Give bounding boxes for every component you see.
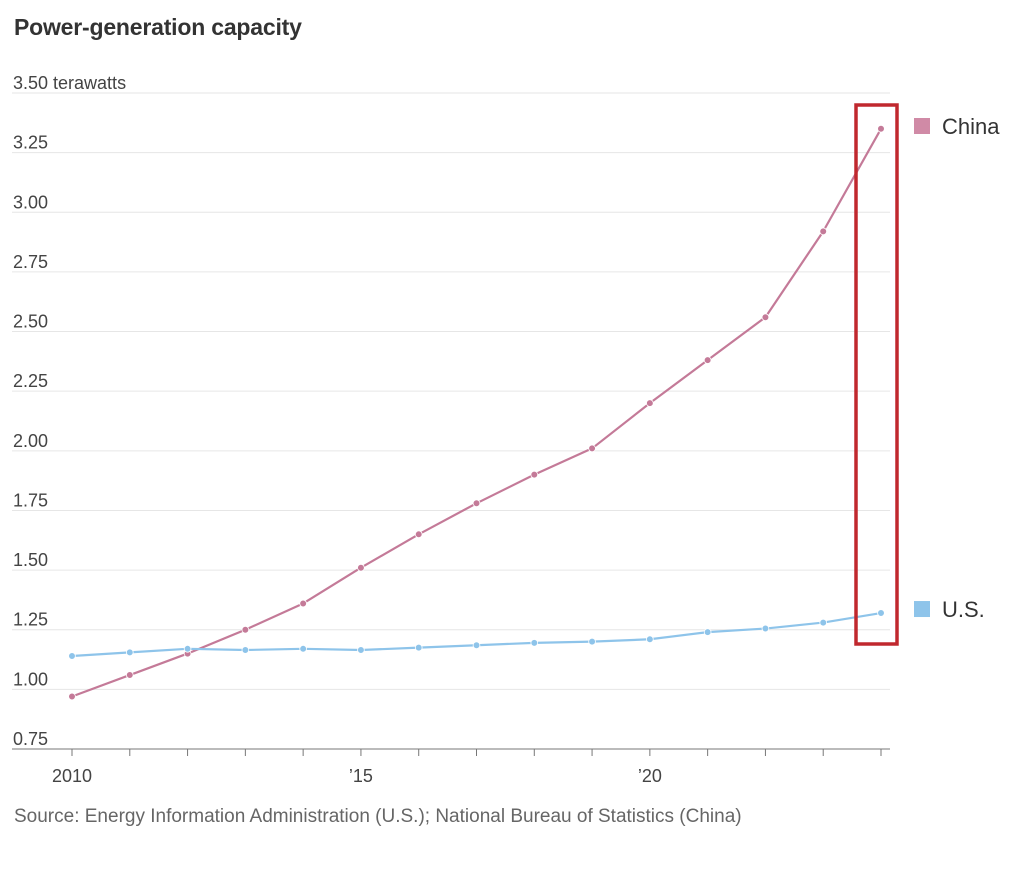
y-tick-label: 1.00 xyxy=(13,669,48,689)
data-point-us xyxy=(761,624,770,633)
data-point-china xyxy=(414,530,423,539)
series-line-china xyxy=(71,128,882,698)
y-tick-label: 2.75 xyxy=(13,252,48,272)
data-point-china xyxy=(241,625,250,634)
data-point-china xyxy=(299,599,307,608)
legend-swatch xyxy=(914,601,930,618)
data-point-us xyxy=(68,652,76,660)
y-tick-label: 1.50 xyxy=(13,550,48,570)
data-point-us xyxy=(472,641,481,650)
chart-title: Power-generation capacity xyxy=(14,14,302,40)
legend: China U.S. xyxy=(914,114,1000,622)
x-axis-labels: 2010 ’15 ’20 xyxy=(52,766,662,786)
data-point-china xyxy=(819,227,828,236)
data-point-china xyxy=(877,124,885,133)
y-tick-label: 2.00 xyxy=(13,431,48,451)
legend-label: China xyxy=(942,114,1000,139)
data-point-us xyxy=(414,643,423,652)
y-tick-label: 3.00 xyxy=(13,192,48,212)
data-point-china xyxy=(125,671,134,679)
line-chart: 3.50 terawatts 3.25 3.00 2.75 2.50 2.25 2.00 1.… xyxy=(12,73,1000,786)
data-point-china xyxy=(530,470,539,479)
data-point-china xyxy=(472,499,481,508)
source-note: Source: Energy Information Administratio… xyxy=(14,806,742,827)
y-tick-label: 0.75 xyxy=(13,729,48,749)
highlight-box xyxy=(854,103,899,646)
data-point-us xyxy=(125,648,134,657)
x-axis xyxy=(12,748,890,756)
data-point-us xyxy=(241,646,250,654)
data-point-china xyxy=(646,399,654,407)
data-point-us xyxy=(588,637,596,646)
data-point-us xyxy=(646,635,654,644)
data-point-us xyxy=(819,618,828,627)
data-point-us xyxy=(877,609,885,617)
legend-label: U.S. xyxy=(942,597,985,622)
y-tick-label: 1.75 xyxy=(13,490,48,510)
data-point-us xyxy=(357,646,365,654)
data-point-us xyxy=(183,645,192,653)
grid-lines xyxy=(12,92,890,690)
y-axis-labels: 3.50 terawatts 3.25 3.00 2.75 2.50 2.25 2.00 1.… xyxy=(13,73,126,749)
y-tick-label: 3.25 xyxy=(13,133,48,153)
x-tick-label: ’20 xyxy=(638,766,662,786)
data-point-us xyxy=(530,639,539,647)
y-tick-label: 2.25 xyxy=(13,371,48,391)
y-tick-label: 3.50 terawatts xyxy=(13,73,126,93)
data-point-china xyxy=(761,313,770,322)
x-tick-label: ’15 xyxy=(349,766,373,786)
data-point-china xyxy=(588,444,596,453)
y-tick-label: 2.50 xyxy=(13,312,48,332)
series-line-us xyxy=(71,611,882,658)
legend-swatch xyxy=(914,118,930,134)
data-point-us xyxy=(299,645,307,653)
data-point-china xyxy=(703,356,712,364)
data-point-china xyxy=(357,563,365,572)
data-point-china xyxy=(68,692,76,701)
y-tick-label: 1.25 xyxy=(13,610,48,630)
data-point-us xyxy=(703,628,712,636)
highlight-rectangle xyxy=(854,103,899,646)
x-tick-label: 2010 xyxy=(52,766,92,786)
series-lines xyxy=(68,124,885,701)
